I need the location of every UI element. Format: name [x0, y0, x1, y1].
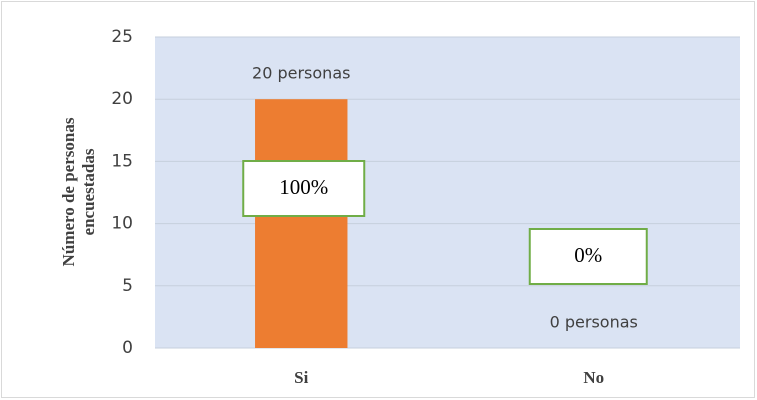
y-tick-label: 0 — [122, 338, 133, 358]
y-axis-label: encuestadas — [79, 148, 98, 235]
bar — [255, 99, 348, 348]
x-tick-label: No — [583, 368, 604, 387]
value-label: 0 personas — [550, 313, 638, 332]
annotation: 0% — [574, 243, 602, 267]
annotation-box — [528, 228, 648, 285]
y-tick-label: 15 — [111, 151, 133, 171]
y-tick-label: 20 — [111, 89, 133, 109]
value-label: 20 personas — [252, 64, 350, 83]
annotation: 100% — [279, 175, 328, 199]
y-tick-label: 25 — [111, 27, 133, 47]
x-tick-label: Si — [294, 368, 308, 387]
y-tick-label: 10 — [111, 214, 133, 234]
y-tick-label: 5 — [122, 276, 133, 296]
annotation-box — [242, 160, 366, 217]
y-axis-label: Número de personas — [59, 117, 78, 266]
